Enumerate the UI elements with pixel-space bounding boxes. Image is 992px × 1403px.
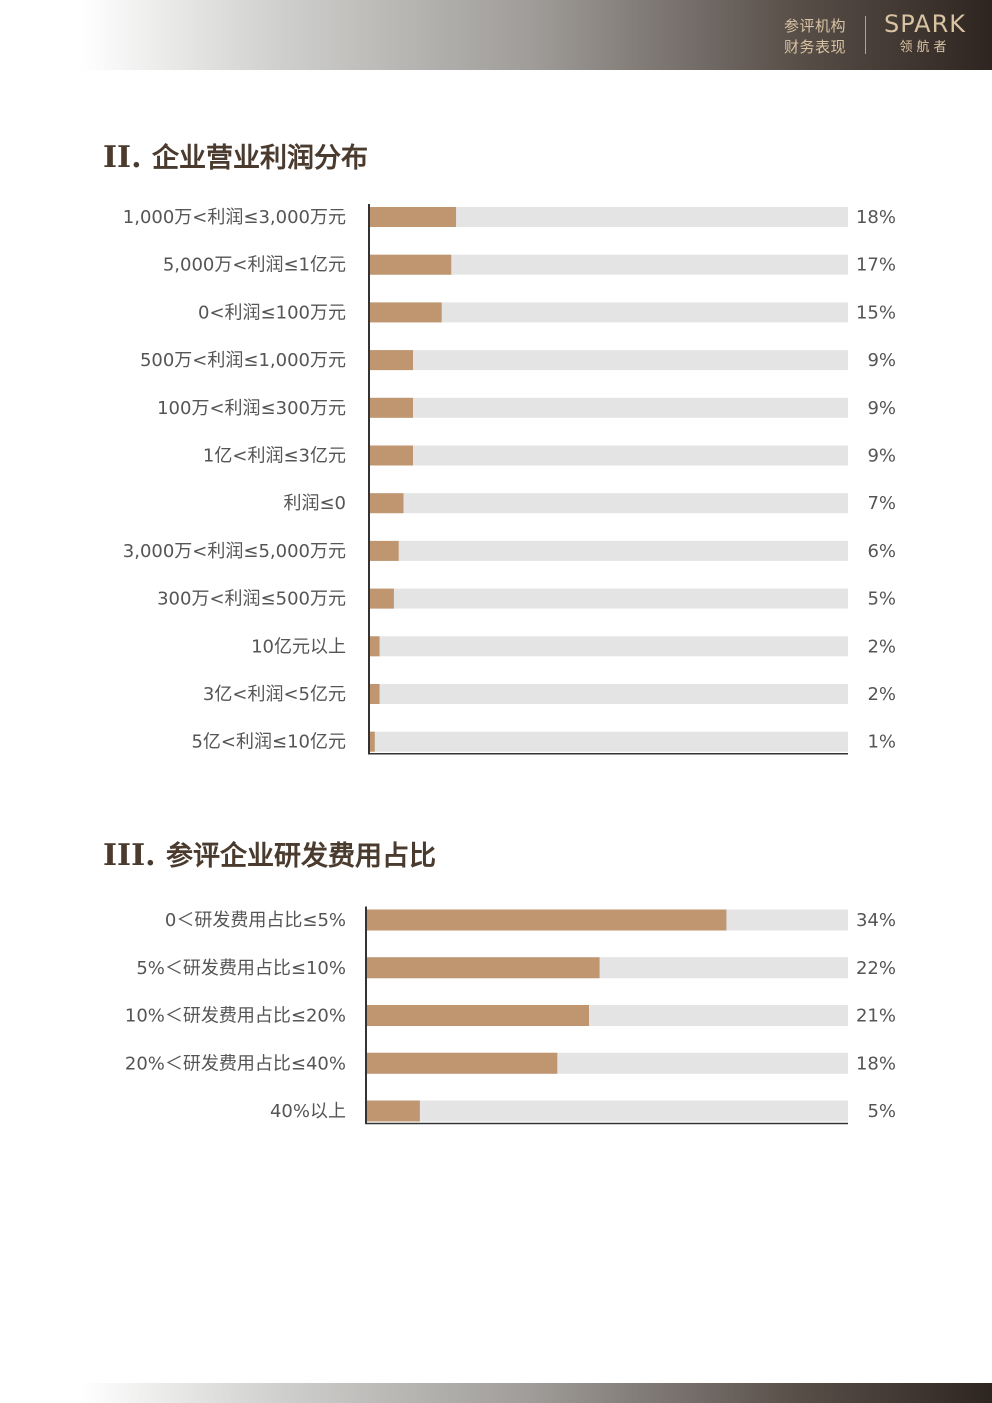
bar (370, 540, 399, 561)
bar (370, 207, 457, 227)
category-label: 40%以上 (270, 1101, 346, 1122)
value-label: 2% (867, 636, 896, 657)
value-label: 7% (867, 493, 896, 514)
value-label: 17% (856, 255, 896, 276)
bar-track (370, 397, 848, 418)
bar (367, 1052, 558, 1074)
value-label: 9% (867, 398, 896, 419)
value-label: 18% (856, 1053, 896, 1074)
bar-track (370, 731, 848, 752)
category-label: 5%＜研发费用占比≤10% (136, 958, 346, 979)
section-title-profit: II. 企业营业利润分布 (103, 136, 368, 175)
value-label: 34% (856, 910, 896, 931)
section-heading: 参评企业研发费用占比 (166, 841, 436, 872)
value-label: 18% (856, 207, 896, 228)
bar (370, 445, 414, 466)
bar-track (370, 302, 848, 323)
category-label: 20%＜研发费用占比≤40% (125, 1053, 346, 1074)
header-section-line1: 参评机构 (784, 17, 847, 35)
bar (370, 588, 394, 609)
value-label: 2% (867, 684, 896, 705)
value-label: 5% (867, 589, 896, 610)
bar (370, 350, 414, 371)
bar-track (370, 540, 848, 561)
bar (370, 302, 442, 323)
category-label: 10%＜研发费用占比≤20% (125, 1006, 346, 1027)
bar-track (370, 684, 848, 704)
footer-bar (80, 1383, 992, 1403)
category-label: 100万<利润≤300万元 (157, 398, 346, 419)
category-label: 0<利润≤100万元 (198, 302, 346, 323)
value-label: 9% (867, 350, 896, 371)
bar (370, 636, 380, 657)
bar-track (370, 493, 848, 514)
category-label: 1亿<利润≤3亿元 (203, 446, 346, 467)
bar-track (370, 350, 848, 371)
bar-track (370, 445, 848, 466)
category-label: 10亿元以上 (251, 636, 346, 657)
category-label: 3亿<利润<5亿元 (203, 684, 346, 705)
brand-logo: SPARK 领航者 (880, 10, 970, 55)
category-label: 300万<利润≤500万元 (157, 589, 346, 610)
category-label: 5亿<利润≤10亿元 (191, 732, 346, 753)
bar (370, 254, 452, 275)
section-number: III. (103, 838, 156, 873)
value-label: 5% (867, 1101, 896, 1122)
bar-track (370, 636, 848, 657)
section-number: II. (103, 140, 142, 175)
bar (367, 1005, 589, 1026)
bar (367, 1100, 420, 1122)
value-label: 9% (867, 446, 896, 467)
bar-track (370, 207, 848, 227)
bar-track (370, 588, 848, 609)
header-section-label: 参评机构 财务表现 (784, 16, 846, 58)
category-label: 3,000万<利润≤5,000万元 (123, 541, 346, 562)
bar (370, 397, 414, 418)
value-label: 22% (856, 958, 896, 979)
bar (370, 493, 404, 514)
bar (367, 909, 727, 931)
section-heading: 企业营业利润分布 (151, 143, 368, 174)
header-section-line2: 财务表现 (784, 38, 847, 56)
category-label: 5,000万<利润≤1亿元 (163, 255, 346, 276)
bar (370, 731, 375, 752)
bar-track (367, 1100, 848, 1122)
brand-subtitle: 领航者 (899, 40, 951, 55)
brand-logo-text: SPARK (883, 10, 966, 38)
category-label: 利润≤0 (283, 493, 346, 514)
category-label: 0＜研发费用占比≤5% (165, 910, 346, 931)
category-label: 1,000万<利润≤3,000万元 (123, 207, 346, 228)
value-label: 15% (856, 302, 896, 323)
header-divider (865, 16, 866, 54)
category-label: 500万<利润≤1,000万元 (140, 350, 346, 371)
value-label: 21% (856, 1006, 896, 1027)
bar (370, 684, 380, 704)
header-bar (80, 0, 992, 70)
bar (367, 957, 600, 979)
section-title-rd: III. 参评企业研发费用占比 (103, 834, 436, 873)
value-label: 1% (867, 732, 896, 753)
value-label: 6% (867, 541, 896, 562)
bar-track (370, 254, 848, 275)
